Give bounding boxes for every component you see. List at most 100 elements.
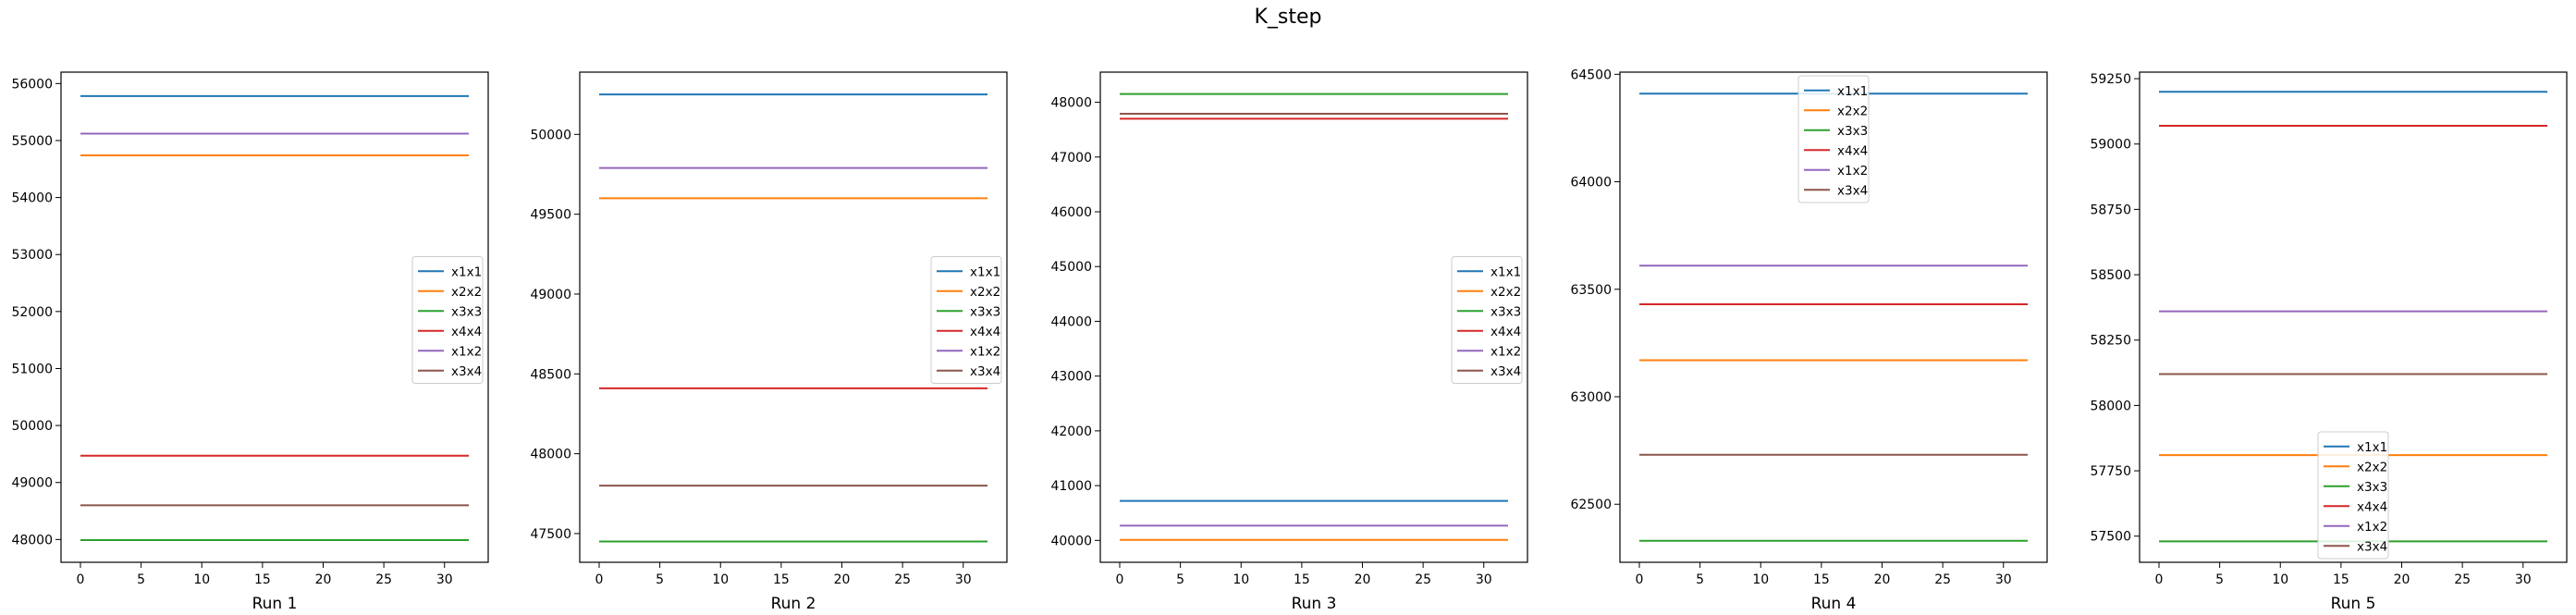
legend-label-x2x2: x2x2 — [1490, 285, 1521, 300]
legend-label-x3x3: x3x3 — [2357, 480, 2387, 495]
x-tick-label: 10 — [2272, 572, 2288, 587]
y-tick-label: 49000 — [530, 288, 571, 302]
subplot-5: 0 5 10 15 20 25 30 57500 57750 58000 58250 58500 587… — [2090, 71, 2568, 613]
x-tick-label: 10 — [1233, 572, 1249, 587]
y-tick-label: 53000 — [11, 248, 53, 263]
legend: x1x1 x2x2 x3x3 x4x4 x1x2 x3x4 — [2317, 431, 2389, 560]
x-axis-label: Run 1 — [252, 595, 298, 613]
y-tick-label: 64500 — [1570, 68, 1612, 82]
x-tick-label: 30 — [1995, 572, 2012, 587]
x-tick-label: 20 — [1874, 572, 1891, 587]
legend-label-x1x1: x1x1 — [2357, 440, 2387, 455]
x-tick-label: 0 — [1636, 572, 1644, 587]
y-tick-label: 56000 — [11, 77, 53, 92]
axes-frame — [579, 71, 1008, 563]
legend: x1x1 x2x2 x3x3 x4x4 x1x2 x3x4 — [1797, 75, 1870, 203]
x-tick-label: 5 — [2215, 572, 2224, 587]
y-tick-label: 45000 — [1050, 260, 1092, 275]
y-tick-label: 57500 — [2090, 530, 2131, 545]
legend-label-x1x2: x1x2 — [970, 344, 1000, 359]
legend-label-x3x3: x3x3 — [451, 304, 482, 319]
y-tick-label: 58500 — [2090, 268, 2131, 283]
y-tick-label: 49000 — [11, 476, 53, 491]
y-tick-label: 44000 — [1050, 314, 1092, 329]
y-tick-label: 51000 — [11, 362, 53, 376]
legend-label-x1x1: x1x1 — [1490, 264, 1521, 279]
y-tick-label: 47500 — [530, 527, 571, 542]
legend-label-x3x4: x3x4 — [2357, 539, 2387, 554]
legend-label-x1x1: x1x1 — [1837, 84, 1868, 99]
x-tick-label: 10 — [193, 572, 210, 587]
x-tick-label: 5 — [1696, 572, 1704, 587]
legend-label-x4x4: x4x4 — [2357, 499, 2387, 514]
legend-label-x3x3: x3x3 — [1837, 124, 1868, 139]
y-tick-label: 49500 — [530, 208, 571, 223]
subplot-2: 0 5 10 15 20 25 30 47500 48000 48500 49000 49500 500… — [530, 71, 1008, 613]
legend-label-x1x2: x1x2 — [451, 344, 482, 359]
x-tick-label: 15 — [2333, 572, 2349, 587]
legend-label-x2x2: x2x2 — [2357, 460, 2387, 474]
x-tick-label: 10 — [1752, 572, 1769, 587]
x-axis-label: Run 5 — [2331, 595, 2376, 613]
y-tick-label: 47000 — [1050, 151, 1092, 166]
legend-label-x2x2: x2x2 — [970, 285, 1000, 300]
legend-label-x2x2: x2x2 — [1837, 104, 1868, 118]
legend-label-x1x2: x1x2 — [2357, 520, 2387, 535]
legend-label-x4x4: x4x4 — [451, 325, 482, 339]
x-tick-label: 0 — [2155, 572, 2164, 587]
legend-label-x3x3: x3x3 — [1490, 304, 1521, 319]
x-tick-label: 15 — [1813, 572, 1830, 587]
legend-label-x3x4: x3x4 — [1837, 183, 1868, 198]
axes-frame — [2139, 71, 2568, 563]
legend-label-x1x1: x1x1 — [970, 264, 1000, 279]
y-tick-label: 55000 — [11, 134, 53, 149]
subplot-3: 0 5 10 15 20 25 30 40000 41000 42000 43000 44000 450… — [1050, 71, 1528, 613]
y-tick-label: 41000 — [1050, 479, 1092, 494]
axes-frame — [1619, 71, 2048, 563]
x-tick-label: 25 — [1934, 572, 1951, 587]
y-tick-label: 52000 — [11, 305, 53, 320]
legend-label-x2x2: x2x2 — [451, 285, 482, 300]
y-tick-label: 58250 — [2090, 334, 2131, 349]
legend: x1x1 x2x2 x3x3 x4x4 x1x2 x3x4 — [1451, 256, 1523, 384]
y-tick-label: 57750 — [2090, 464, 2131, 479]
x-tick-label: 25 — [1415, 572, 1431, 587]
y-tick-label: 59000 — [2090, 138, 2131, 153]
legend-label-x3x4: x3x4 — [970, 364, 1000, 379]
axes-frame — [1099, 71, 1528, 563]
x-tick-label: 5 — [656, 572, 664, 587]
x-tick-label: 25 — [375, 572, 392, 587]
x-tick-label: 5 — [1176, 572, 1184, 587]
subplot-1: 0 5 10 15 20 25 30 48000 49000 50000 51000 52000 530… — [11, 71, 489, 613]
y-tick-label: 59250 — [2090, 72, 2131, 87]
y-tick-label: 42000 — [1050, 424, 1092, 439]
legend: x1x1 x2x2 x3x3 x4x4 x1x2 x3x4 — [411, 256, 484, 384]
figure-title: K_step — [1254, 6, 1322, 29]
x-axis-label: Run 2 — [771, 595, 816, 613]
y-tick-label: 48000 — [11, 533, 53, 547]
x-tick-label: 30 — [955, 572, 972, 587]
legend-label-x1x2: x1x2 — [1490, 344, 1521, 359]
x-tick-label: 30 — [2515, 572, 2532, 587]
legend-label-x4x4: x4x4 — [1837, 143, 1868, 158]
x-tick-label: 25 — [894, 572, 911, 587]
legend-label-x3x4: x3x4 — [451, 364, 482, 379]
x-tick-label: 20 — [2394, 572, 2410, 587]
x-tick-label: 10 — [712, 572, 729, 587]
x-tick-label: 30 — [436, 572, 453, 587]
x-tick-label: 20 — [834, 572, 851, 587]
y-tick-label: 54000 — [11, 191, 53, 206]
y-tick-label: 48000 — [530, 448, 571, 462]
x-tick-label: 15 — [254, 572, 271, 587]
y-tick-label: 46000 — [1050, 205, 1092, 220]
x-tick-label: 15 — [773, 572, 790, 587]
axes-frame — [60, 71, 489, 563]
y-tick-label: 62500 — [1570, 498, 1612, 512]
legend-label-x1x2: x1x2 — [1837, 164, 1868, 178]
y-tick-label: 58750 — [2090, 203, 2131, 217]
x-tick-label: 20 — [1355, 572, 1371, 587]
x-tick-label: 25 — [2454, 572, 2471, 587]
x-tick-label: 0 — [77, 572, 85, 587]
x-tick-label: 20 — [315, 572, 332, 587]
